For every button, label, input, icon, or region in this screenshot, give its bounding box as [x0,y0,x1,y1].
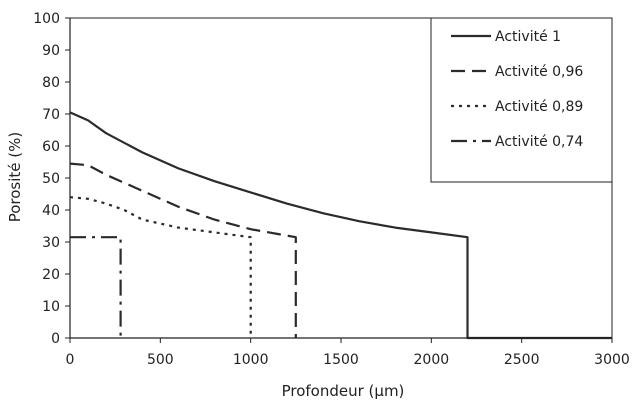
x-tick-label: 1500 [323,352,359,368]
x-tick-label: 2000 [414,352,450,368]
x-tick-label: 1000 [233,352,269,368]
series-line-activite-0-96 [69,162,297,338]
x-tick-label: 3000 [594,352,630,368]
series-line-activite-0-74 [70,236,122,338]
y-tick-label: 40 [42,203,60,219]
y-tick-label: 0 [51,331,60,347]
series-layer [69,111,612,340]
y-tick-label: 70 [42,107,60,123]
y-tick-label: 50 [42,171,60,187]
legend-box [430,17,613,183]
axes: 0 500 1000 1500 2000 2500 3000 0 10 20 30 40 50 60 70 8… [33,11,630,368]
y-tick-label: 20 [42,267,60,283]
legend-label-activite-0-89: Activité 0,89 [495,99,583,115]
series-line-activite-0-89 [69,196,252,338]
legend: Activité 1 Activité 0,96 Activité 0,89 Acti… [430,17,613,183]
x-axis-label: Profondeur (µm) [282,382,405,400]
y-tick-label: 80 [42,75,60,91]
legend-label-activite-0-74: Activité 0,74 [495,134,583,150]
x-tick-label: 2500 [504,352,540,368]
y-tick-label: 90 [42,43,60,59]
x-tick-label: 0 [66,352,75,368]
y-axis-label: Porosité (%) [6,132,24,223]
y-tick-label: 100 [33,11,60,27]
y-tick-label: 10 [42,299,60,315]
y-tick-label: 60 [42,139,60,155]
legend-label-activite-1: Activité 1 [495,29,561,45]
y-tick-label: 30 [42,235,60,251]
legend-label-activite-0-96: Activité 0,96 [495,64,583,80]
series-line-activite-1 [69,111,612,340]
x-tick-label: 500 [147,352,174,368]
